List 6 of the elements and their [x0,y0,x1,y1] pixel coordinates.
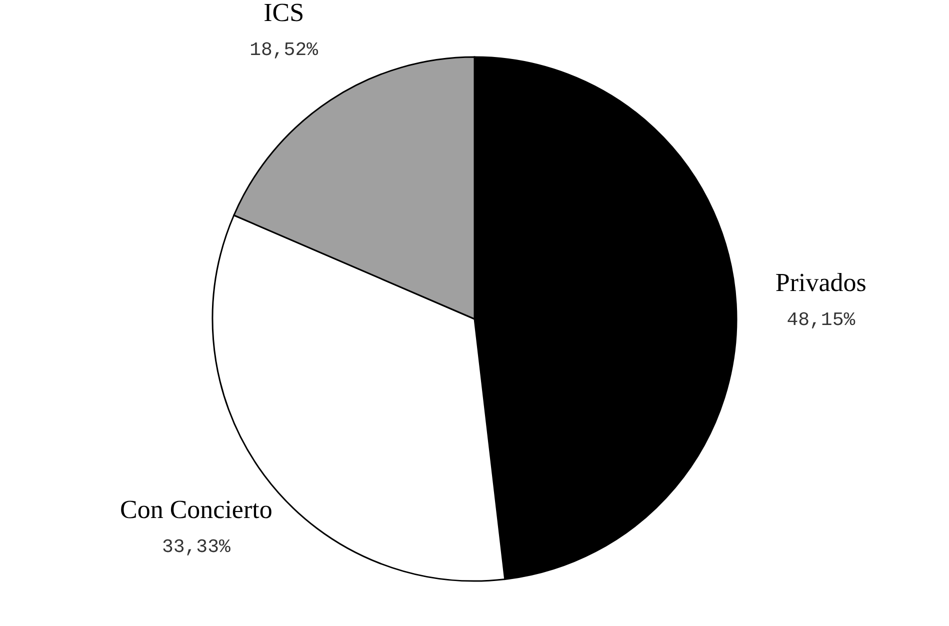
data-label: 33,33% [162,536,231,558]
data-label: 48,15% [786,308,856,331]
slice-label: Con Concierto [120,495,272,524]
slice-label: Privados [775,268,866,297]
data-label: 18,52% [250,39,319,62]
slice-label: ICS [264,0,304,28]
